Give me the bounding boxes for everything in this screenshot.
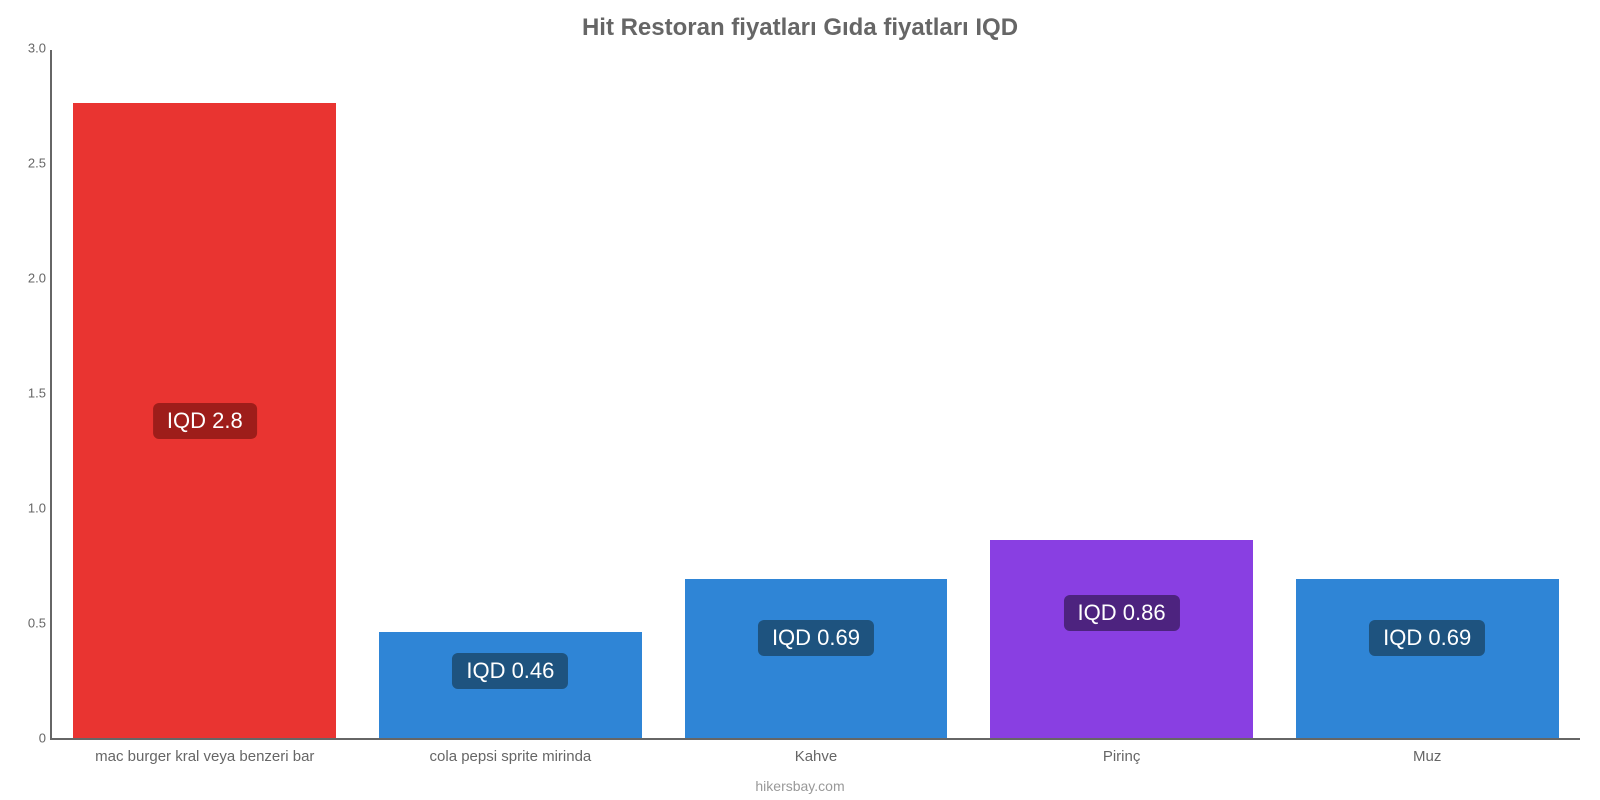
bar: IQD 0.69	[685, 579, 948, 738]
x-tick-label: mac burger kral veya benzeri bar	[95, 748, 314, 765]
y-tick: 3.0	[8, 41, 46, 56]
bar-value-label: IQD 0.46	[452, 653, 568, 689]
bar: IQD 0.69	[1296, 579, 1559, 738]
plot-area: IQD 2.8mac burger kral veya benzeri barI…	[50, 50, 1580, 740]
bar-value-label: IQD 0.69	[758, 620, 874, 656]
x-tick-label: Muz	[1413, 748, 1441, 765]
x-tick-label: Kahve	[795, 748, 838, 765]
y-tick: 1.0	[8, 501, 46, 516]
x-tick-label: Pirinç	[1103, 748, 1141, 765]
bar-value-label: IQD 0.69	[1369, 620, 1485, 656]
bar: IQD 0.46	[379, 632, 642, 738]
bar-chart: Hit Restoran fiyatları Gıda fiyatları IQ…	[0, 0, 1600, 800]
y-tick: 0.5	[8, 616, 46, 631]
y-tick: 1.5	[8, 386, 46, 401]
bar: IQD 0.86	[990, 540, 1253, 738]
x-tick-label: cola pepsi sprite mirinda	[430, 748, 592, 765]
bar-column: IQD 0.86Pirinç	[969, 50, 1275, 738]
bar-column: IQD 0.46cola pepsi sprite mirinda	[358, 50, 664, 738]
attribution-text: hikersbay.com	[0, 778, 1600, 794]
y-tick: 2.0	[8, 271, 46, 286]
y-tick: 2.5	[8, 156, 46, 171]
chart-title: Hit Restoran fiyatları Gıda fiyatları IQ…	[0, 14, 1600, 42]
bar-column: IQD 0.69Muz	[1274, 50, 1580, 738]
bars-container: IQD 2.8mac burger kral veya benzeri barI…	[52, 50, 1580, 738]
bar-value-label: IQD 2.8	[153, 403, 257, 439]
y-tick: 0	[8, 731, 46, 746]
bar-value-label: IQD 0.86	[1064, 595, 1180, 631]
bar: IQD 2.8	[73, 103, 336, 738]
bar-column: IQD 2.8mac burger kral veya benzeri bar	[52, 50, 358, 738]
bar-column: IQD 0.69Kahve	[663, 50, 969, 738]
